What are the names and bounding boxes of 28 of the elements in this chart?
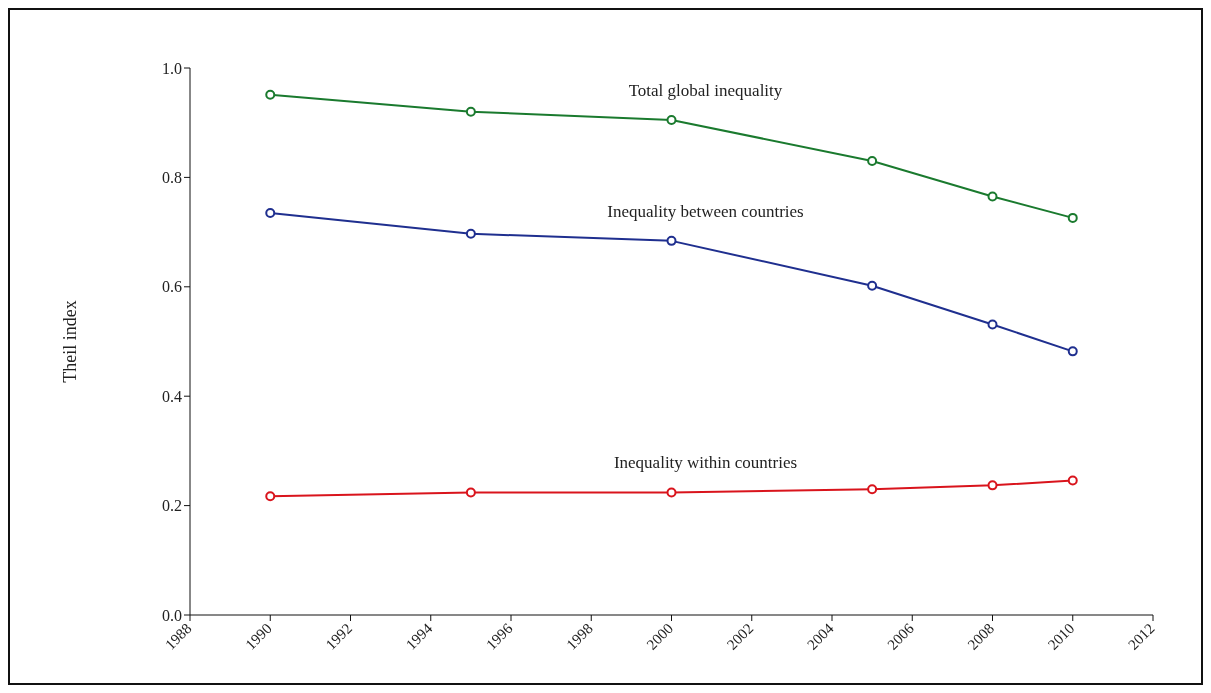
point	[666, 487, 677, 498]
y-tick-label: 0.2	[162, 497, 182, 515]
point	[867, 280, 878, 291]
point	[265, 491, 276, 502]
y-tick-label: 0.8	[162, 169, 182, 187]
point	[1067, 212, 1078, 223]
y-tick-label: 0.4	[162, 387, 182, 405]
series-label: Inequality between countries	[607, 201, 804, 221]
point	[465, 228, 476, 239]
y-tick-label: 1.0	[162, 59, 182, 77]
point	[987, 480, 998, 491]
point	[666, 235, 677, 246]
y-tick-label: 0.0	[162, 606, 182, 624]
y-tick-label: 0.6	[162, 278, 182, 296]
point	[465, 487, 476, 498]
point	[265, 89, 276, 100]
point	[666, 114, 677, 125]
point	[1067, 346, 1078, 357]
point	[1067, 475, 1078, 486]
point	[987, 319, 998, 330]
point	[867, 155, 878, 166]
y-axis-title: Theil index	[60, 300, 81, 383]
series-label: Inequality within countries	[613, 453, 798, 473]
point	[987, 191, 998, 202]
point	[265, 207, 276, 218]
point	[867, 484, 878, 495]
series-label: Total global inequality	[628, 80, 783, 100]
point	[465, 106, 476, 117]
